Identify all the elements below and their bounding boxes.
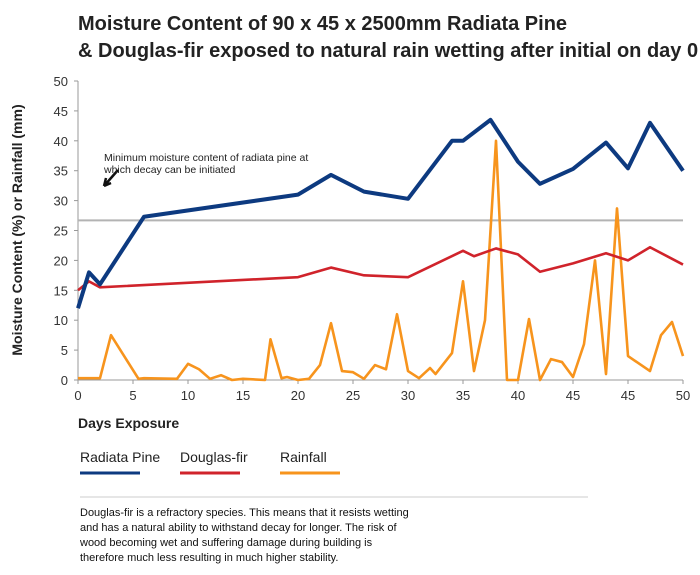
legend-label: Radiata Pine: [80, 449, 160, 465]
x-tick-label: 5: [129, 388, 136, 403]
caption: therefore much less resulting in much hi…: [80, 552, 338, 564]
x-tick-label: 15: [236, 388, 250, 403]
caption: wood becoming wet and suffering damage d…: [79, 537, 373, 549]
y-tick-label: 35: [54, 164, 68, 179]
y-axis-label: Moisture Content (%) or Rainfall (mm): [9, 104, 25, 355]
x-tick-label: 0: [74, 388, 81, 403]
y-tick-label: 45: [54, 104, 68, 119]
series-line: [77, 245, 684, 292]
y-tick-label: 50: [54, 74, 68, 89]
x-axis-label: Days Exposure: [78, 415, 179, 431]
y-tick-label: 10: [54, 313, 68, 328]
caption: and has a natural ability to withstand d…: [80, 522, 397, 534]
y-tick-label: 20: [54, 253, 68, 268]
x-tick-label: 30: [401, 388, 415, 403]
annotation: Minimum moisture content of radiata pine…: [104, 152, 308, 164]
x-tick-label: 45: [566, 388, 580, 403]
annotation: which decay can be initiated: [103, 164, 235, 176]
y-tick-label: 5: [61, 343, 68, 358]
chart-title: Moisture Content of 90 x 45 x 2500mm Rad…: [78, 13, 567, 35]
legend-label: Rainfall: [280, 449, 327, 465]
x-tick-label: 45: [621, 388, 635, 403]
y-tick-label: 40: [54, 134, 68, 149]
x-tick-label: 20: [291, 388, 305, 403]
series-line: [76, 117, 685, 309]
y-tick-label: 30: [54, 194, 68, 209]
x-tick-label: 35: [456, 388, 470, 403]
y-tick-label: 15: [54, 283, 68, 298]
x-tick-label: 25: [346, 388, 360, 403]
series-line: [78, 139, 685, 382]
y-tick-label: 25: [54, 224, 68, 239]
legend-label: Douglas-fir: [180, 449, 248, 465]
x-tick-label: 10: [181, 388, 195, 403]
annotation-arrow: [102, 169, 119, 188]
x-tick-label: 40: [511, 388, 525, 403]
caption: Douglas-fir is a refractory species. Thi…: [80, 507, 409, 519]
y-tick-label: 0: [61, 373, 68, 388]
chart-title: & Douglas-fir exposed to natural rain we…: [78, 40, 698, 62]
x-tick-label: 50: [676, 388, 690, 403]
